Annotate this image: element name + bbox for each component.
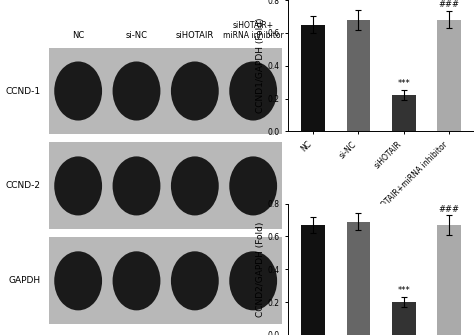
- Text: ***: ***: [397, 79, 410, 88]
- Bar: [438, 20, 461, 131]
- Text: ###: ###: [438, 0, 460, 9]
- Ellipse shape: [171, 251, 219, 311]
- Bar: [346, 222, 370, 335]
- FancyBboxPatch shape: [49, 238, 283, 324]
- Bar: [301, 225, 325, 335]
- Ellipse shape: [112, 251, 160, 311]
- Text: CCND-1: CCND-1: [5, 86, 40, 95]
- Bar: [301, 25, 325, 131]
- FancyBboxPatch shape: [49, 142, 283, 229]
- Text: GAPDH: GAPDH: [8, 276, 40, 285]
- Text: ###: ###: [438, 205, 460, 214]
- Ellipse shape: [171, 156, 219, 215]
- Y-axis label: CCND2/GAPDH (Fold): CCND2/GAPDH (Fold): [256, 222, 265, 317]
- Y-axis label: CCND1/GAPDH (Fold): CCND1/GAPDH (Fold): [256, 18, 265, 114]
- Ellipse shape: [112, 156, 160, 215]
- Ellipse shape: [171, 61, 219, 121]
- Ellipse shape: [229, 251, 277, 311]
- Text: si-NC: si-NC: [126, 31, 147, 40]
- Ellipse shape: [54, 61, 102, 121]
- Text: siHOTAIR+
miRNA inhibitor: siHOTAIR+ miRNA inhibitor: [223, 21, 283, 40]
- Ellipse shape: [229, 61, 277, 121]
- Ellipse shape: [229, 156, 277, 215]
- Text: CCND-2: CCND-2: [5, 182, 40, 190]
- Bar: [346, 20, 370, 131]
- Text: ***: ***: [397, 286, 410, 295]
- Bar: [392, 95, 416, 131]
- FancyBboxPatch shape: [49, 48, 283, 134]
- Ellipse shape: [54, 251, 102, 311]
- Bar: [438, 225, 461, 335]
- Bar: [392, 302, 416, 335]
- Ellipse shape: [112, 61, 160, 121]
- Text: siHOTAIR: siHOTAIR: [176, 31, 214, 40]
- Ellipse shape: [54, 156, 102, 215]
- Text: NC: NC: [72, 31, 84, 40]
